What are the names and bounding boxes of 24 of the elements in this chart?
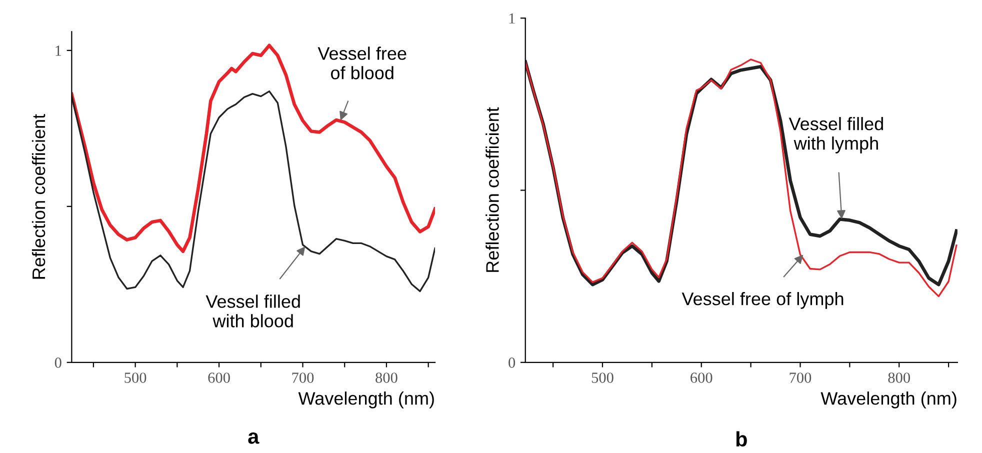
annotation: Vessel free of lymph [682,292,844,309]
x-tick-label: 800 [376,372,398,383]
x-tick-label: 700 [790,372,812,383]
x-tick-label: 500 [124,372,146,383]
line-series [72,44,436,254]
x-tick-label: 800 [888,372,910,383]
y-tick-label: 0 [54,358,62,368]
y-axis-title: Reflection coefficient [486,107,499,272]
x-axis-title: Wavelength (nm) [820,392,956,408]
x-tick-label: 600 [208,372,230,383]
annotation: Vessel free of blood [318,46,406,80]
x-tick-label: 500 [592,372,614,383]
annotation: Vessel filled with blood [206,294,300,328]
x-tick-label: 700 [292,372,314,383]
line-series [72,90,436,292]
text: b [736,431,747,447]
x-axis-title: Wavelength (nm) [298,392,434,408]
annotation: Vessel filled with lymph [788,117,883,154]
text: a [248,432,260,444]
y-tick-label: 1 [509,13,515,24]
x-tick-label: 600 [690,372,712,383]
y-tick-label: 1 [56,46,62,56]
y-tick-label: 0 [508,358,516,368]
y-axis-title: Reflection coefficient [32,114,46,279]
